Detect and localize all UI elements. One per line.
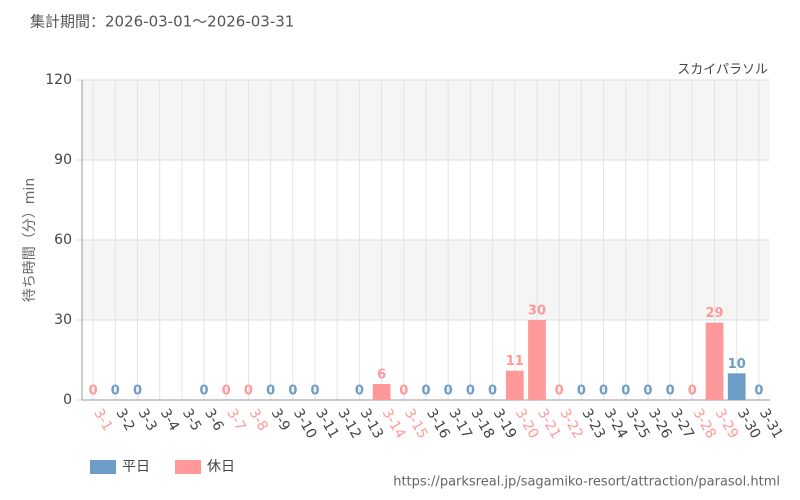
legend-swatch [90, 460, 116, 474]
value-label: 0 [244, 384, 253, 399]
value-label: 0 [200, 384, 209, 399]
series-title: スカイパラソル [677, 63, 768, 78]
value-label: 0 [311, 384, 320, 399]
value-label: 0 [288, 384, 297, 399]
value-label: 0 [643, 384, 652, 399]
bar [705, 322, 724, 400]
y-tick-label: 90 [54, 152, 72, 168]
chart-title: 集計期間：2026-03-01〜2026-03-31 [30, 13, 294, 31]
y-axis-label: 待ち時間（分）min [22, 178, 38, 302]
value-label: 0 [555, 384, 564, 399]
value-label: 6 [377, 368, 386, 383]
value-label: 0 [421, 384, 430, 399]
x-tick-label: 3-1 [90, 406, 115, 434]
y-tick-label: 60 [54, 232, 72, 248]
value-label: 0 [599, 384, 608, 399]
value-label: 0 [355, 384, 364, 399]
y-tick-label: 120 [45, 72, 72, 88]
value-label: 0 [621, 384, 630, 399]
value-label: 0 [222, 384, 231, 399]
value-label: 0 [89, 384, 98, 399]
x-tick-label: 3-2 [112, 406, 137, 434]
legend-swatch [175, 460, 201, 474]
x-tick-label: 3-8 [246, 406, 271, 434]
bar [727, 373, 746, 400]
value-label: 0 [399, 384, 408, 399]
value-label: 0 [666, 384, 675, 399]
x-tick-label: 3-3 [135, 406, 160, 434]
value-label: 0 [577, 384, 586, 399]
value-label: 0 [111, 384, 120, 399]
value-label: 0 [754, 384, 763, 399]
bar [528, 320, 546, 400]
x-tick-label: 3-9 [268, 406, 293, 434]
value-label: 0 [488, 384, 497, 399]
source-url: https://parksreal.jp/sagamiko-resort/att… [393, 475, 780, 490]
value-label: 0 [466, 384, 475, 399]
value-label: 0 [688, 384, 697, 399]
value-label: 29 [705, 306, 723, 321]
x-tick-label: 3-7 [223, 406, 248, 434]
x-tick-label: 3-5 [179, 406, 204, 434]
value-label: 0 [266, 384, 275, 399]
value-label: 11 [506, 354, 524, 369]
y-tick-label: 30 [54, 312, 72, 328]
value-label: 0 [444, 384, 453, 399]
bar [372, 384, 391, 400]
legend-label: 平日 [122, 459, 150, 475]
x-tick-label: 3-4 [157, 406, 182, 434]
legend-label: 休日 [207, 459, 235, 475]
x-tick-label: 3-6 [201, 406, 226, 434]
y-tick-label: 0 [63, 392, 72, 408]
value-label: 10 [728, 357, 746, 372]
bar [505, 370, 524, 400]
value-label: 0 [133, 384, 142, 399]
value-label: 30 [528, 304, 546, 319]
x-tick-label: 3-31 [756, 406, 786, 442]
